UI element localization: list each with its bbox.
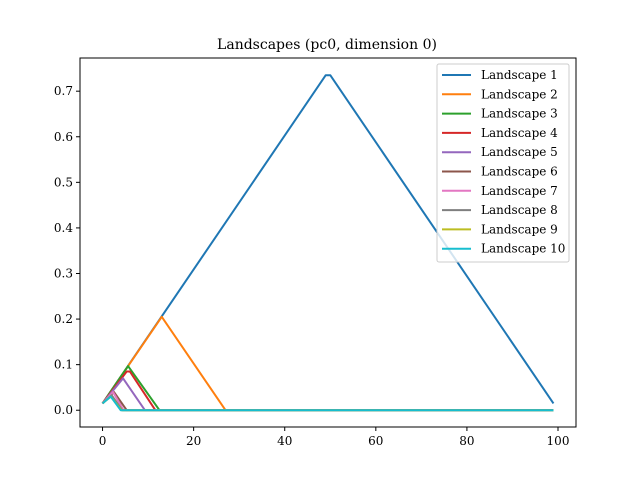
- legend-label-4: Landscape 4: [481, 126, 558, 140]
- x-tick-label: 0: [99, 434, 107, 448]
- y-tick-label: 0.1: [54, 358, 73, 372]
- y-axis: 0.0 0.1 0.2 0.3 0.4 0.5 0.6 0.7: [54, 84, 80, 417]
- y-tick-label: 0.6: [54, 130, 73, 144]
- y-tick-label: 0.3: [54, 266, 73, 280]
- y-tick-label: 0.2: [54, 312, 73, 326]
- legend-label-10: Landscape 10: [481, 242, 565, 256]
- x-tick-label: 20: [186, 434, 201, 448]
- x-axis: 0 20 40 60 80 100: [99, 427, 570, 448]
- x-tick-label: 40: [277, 434, 292, 448]
- legend-label-5: Landscape 5: [481, 145, 558, 159]
- y-tick-label: 0.0: [54, 403, 73, 417]
- legend-label-7: Landscape 7: [481, 184, 558, 198]
- legend-label-9: Landscape 9: [481, 222, 558, 236]
- legend-label-3: Landscape 3: [481, 107, 558, 121]
- chart-title: Landscapes (pc0, dimension 0): [217, 37, 437, 53]
- plot-area-frame: [79, 57, 577, 428]
- y-tick-label: 0.5: [54, 175, 73, 189]
- legend-label-8: Landscape 8: [481, 203, 558, 217]
- legend-label-2: Landscape 2: [481, 87, 558, 101]
- y-tick-label: 0.4: [54, 221, 73, 235]
- x-tick-label: 60: [368, 434, 383, 448]
- series-line-10: [101, 395, 554, 412]
- legend-label-1: Landscape 1: [481, 68, 558, 82]
- x-tick-label: 100: [547, 434, 570, 448]
- x-tick-label: 80: [459, 434, 474, 448]
- y-tick-label: 0.7: [54, 84, 73, 98]
- legend-label-6: Landscape 6: [481, 165, 558, 179]
- legend: Landscape 1 Landscape 2 Landscape 3 Landsca…: [436, 63, 570, 263]
